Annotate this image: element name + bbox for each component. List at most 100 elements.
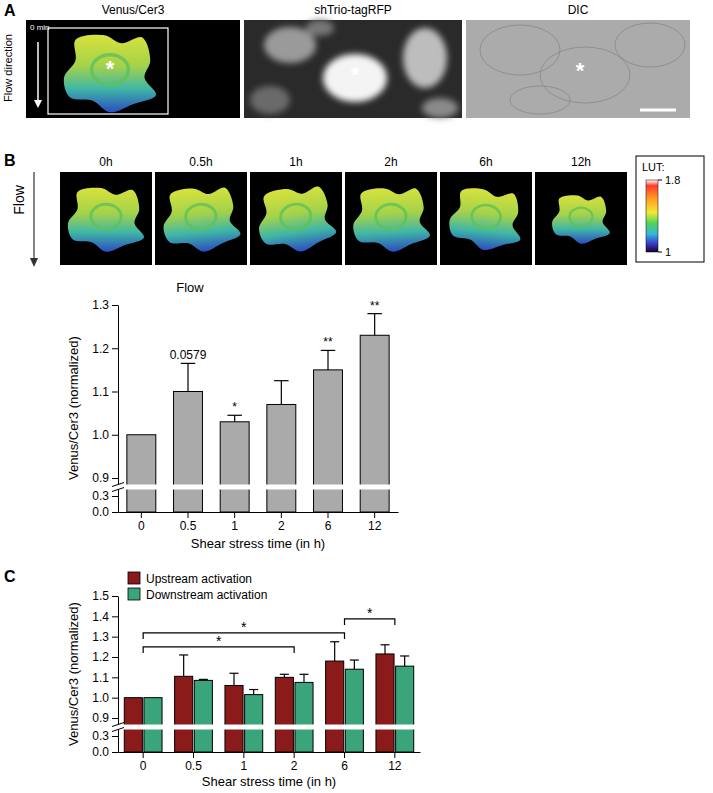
flow-arrowhead [30, 258, 38, 267]
ratio-image [155, 172, 247, 265]
error-cap [321, 350, 335, 351]
bar [174, 392, 203, 513]
error-bar [274, 381, 288, 405]
error-cap [179, 654, 188, 655]
y-tick: 0.0 [92, 505, 118, 519]
rfp-cell [422, 98, 458, 118]
y-axis-line [118, 306, 119, 513]
error-stem [253, 690, 254, 695]
error-bar [199, 679, 208, 680]
legend: Upstream activationDownstream activation [128, 572, 267, 602]
y-tick-mark [112, 305, 118, 306]
x-tick-mark [328, 512, 329, 518]
error-cap [367, 313, 381, 314]
colorbar [646, 180, 658, 252]
bar [275, 677, 293, 752]
cell-body [254, 183, 338, 257]
colorbar-tick [658, 180, 662, 181]
time-stamp: 0 min [30, 23, 50, 32]
x-tick: 0 [140, 752, 147, 773]
time-label: 2h [384, 155, 397, 169]
axis-break-gap [111, 485, 398, 490]
x-tick-mark [294, 752, 295, 758]
x-axis: 00.512612 [119, 752, 421, 773]
bar [225, 685, 243, 752]
y-tick: 0.3 [92, 489, 118, 503]
x-axis-line [119, 752, 421, 753]
x-tick-label: 0.5 [185, 759, 202, 773]
error-bar [330, 642, 339, 661]
error-bar [227, 415, 241, 421]
y-tick: 1.0 [92, 691, 118, 705]
error-cap [199, 679, 208, 680]
time-label: 0.5h [189, 155, 212, 169]
error-cap [400, 655, 409, 656]
significance-label: 0.0579 [170, 348, 207, 362]
y-axis-title: Venus/Cer3 (normalized) [66, 336, 81, 480]
y-tick: 1.3 [92, 298, 118, 312]
cell-body [160, 184, 242, 255]
bar [345, 669, 363, 752]
error-cap [380, 644, 389, 645]
axis-break-mark [112, 728, 124, 732]
bar [314, 370, 343, 512]
y-tick-label: 1.4 [92, 610, 109, 624]
y-tick-label: 1.1 [92, 385, 109, 399]
panel-label: B [4, 152, 16, 169]
ratio-image [535, 172, 627, 265]
x-tick-mark [193, 752, 194, 758]
bar [396, 666, 414, 752]
x-tick-label: 12 [368, 519, 382, 533]
x-axis: 00.512612 [119, 512, 399, 533]
y-tick-mark [112, 616, 118, 617]
y-tick-label: 1.2 [92, 342, 109, 356]
x-tick: 12 [388, 752, 402, 773]
cell [254, 183, 338, 257]
rfp-cell [403, 28, 447, 88]
axis-break-mark [112, 483, 124, 487]
error-stem [334, 642, 335, 661]
x-tick-mark [281, 512, 282, 518]
legend-swatch [128, 588, 140, 600]
x-tick-mark [141, 512, 142, 518]
y-tick-mark [112, 496, 118, 497]
error-stem [183, 655, 184, 676]
y-tick: 1.2 [92, 342, 118, 356]
significance-label: ** [370, 299, 380, 313]
image-venus [26, 20, 240, 118]
cell [552, 195, 610, 244]
bar [326, 661, 344, 752]
cell-body [64, 35, 156, 113]
rfp-cells [250, 20, 458, 118]
bar [175, 676, 193, 752]
x-tick-mark [243, 752, 244, 758]
flow-label: Flow direction [2, 34, 14, 102]
error-stem [404, 656, 405, 666]
legend-swatch [128, 572, 140, 584]
y-tick-label: 0.9 [92, 471, 109, 485]
marks [124, 642, 413, 752]
error-cap [299, 674, 308, 675]
y-tick-label: 1.1 [92, 671, 109, 685]
image-title: DIC [568, 3, 589, 17]
error-stem [384, 645, 385, 654]
error-stem [233, 673, 234, 685]
x-tick-label: 6 [341, 759, 348, 773]
cell [68, 188, 144, 252]
dic-cell [510, 86, 570, 114]
error-cap [350, 659, 359, 660]
bar [245, 695, 263, 752]
cell [351, 186, 431, 254]
error-bar [367, 314, 381, 336]
x-tick: 0.5 [185, 752, 202, 773]
error-cap [274, 380, 288, 381]
y-tick-label: 1.2 [92, 650, 109, 664]
y-tick: 0.9 [92, 711, 118, 725]
x-tick-label: 0 [138, 519, 145, 533]
y-tick-label: 1.0 [92, 428, 109, 442]
flow-label: Flow [11, 184, 27, 214]
x-tick-label: 0.5 [180, 519, 197, 533]
x-tick: 6 [325, 512, 332, 533]
error-stem [327, 350, 328, 369]
x-tick: 6 [341, 752, 348, 773]
